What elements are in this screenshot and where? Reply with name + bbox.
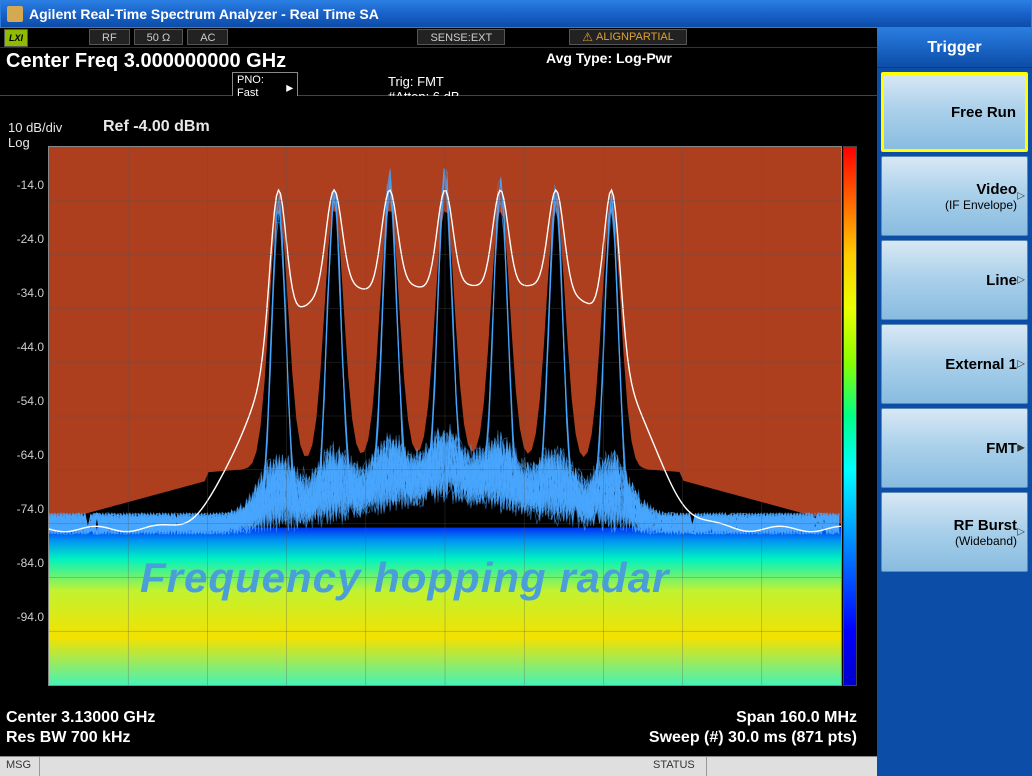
center-readout: Center 3.13000 GHz <box>6 708 155 728</box>
softkey-rf-burst[interactable]: RF Burst(Wideband)▷ <box>881 492 1028 572</box>
bottom-info: Center 3.13000 GHz Res BW 700 kHz Span 1… <box>6 708 857 748</box>
color-scale <box>843 146 857 686</box>
avg-type: Avg Type: Log-Pwr <box>546 50 672 66</box>
chevron-icon: ▷ <box>1017 191 1025 202</box>
tb-rf[interactable]: RF <box>89 29 130 45</box>
softkey-video[interactable]: Video(IF Envelope)▷ <box>881 156 1028 236</box>
tb-sense[interactable]: SENSE:EXT <box>417 29 505 45</box>
window-title: Agilent Real-Time Spectrum Analyzer - Re… <box>29 6 379 22</box>
chevron-icon: ▷ <box>1017 275 1025 286</box>
y-axis-ticks: -14.0-24.0-34.0-44.0-54.0-64.0-74.0-84.0… <box>4 158 44 644</box>
sweep-readout: Sweep (#) 30.0 ms (871 pts) <box>649 728 857 748</box>
overlay-annotation: Frequency hopping radar <box>140 554 669 602</box>
tb-impedance[interactable]: 50 Ω <box>134 29 184 45</box>
tb-align-warning[interactable]: ALIGNPARTIAL <box>569 29 687 45</box>
softkey-header: Trigger <box>877 28 1032 68</box>
app-icon <box>7 6 23 22</box>
chevron-icon: ▷ <box>1017 527 1025 538</box>
chevron-icon: ▷ <box>1017 359 1025 370</box>
tb-ac[interactable]: AC <box>187 29 228 45</box>
lxi-indicator: LXI <box>4 29 28 47</box>
resbw-readout: Res BW 700 kHz <box>6 728 155 748</box>
softkey-line[interactable]: Line▷ <box>881 240 1028 320</box>
ref-level: Ref -4.00 dBm <box>103 118 210 136</box>
softkey-fmt[interactable]: FMT▶ <box>881 408 1028 488</box>
chevron-icon: ▶ <box>1017 443 1025 454</box>
window-titlebar: Agilent Real-Time Spectrum Analyzer - Re… <box>0 0 1032 28</box>
softkey-panel: Trigger Free RunVideo(IF Envelope)▷Line▷… <box>877 28 1032 776</box>
trig-value: Trig: FMT <box>388 74 460 89</box>
softkey-free-run[interactable]: Free Run <box>881 72 1028 152</box>
status-msg-label: MSG <box>0 757 40 776</box>
span-readout: Span 160.0 MHz <box>649 708 857 728</box>
status-status-label: STATUS <box>647 757 707 776</box>
softkey-external-1[interactable]: External 1▷ <box>881 324 1028 404</box>
main-area: 10 dB/div Log Ref -4.00 dBm -14.0-24.0-3… <box>0 96 877 776</box>
status-bar: MSG STATUS <box>0 756 877 776</box>
spectrum-plot[interactable] <box>48 146 842 686</box>
